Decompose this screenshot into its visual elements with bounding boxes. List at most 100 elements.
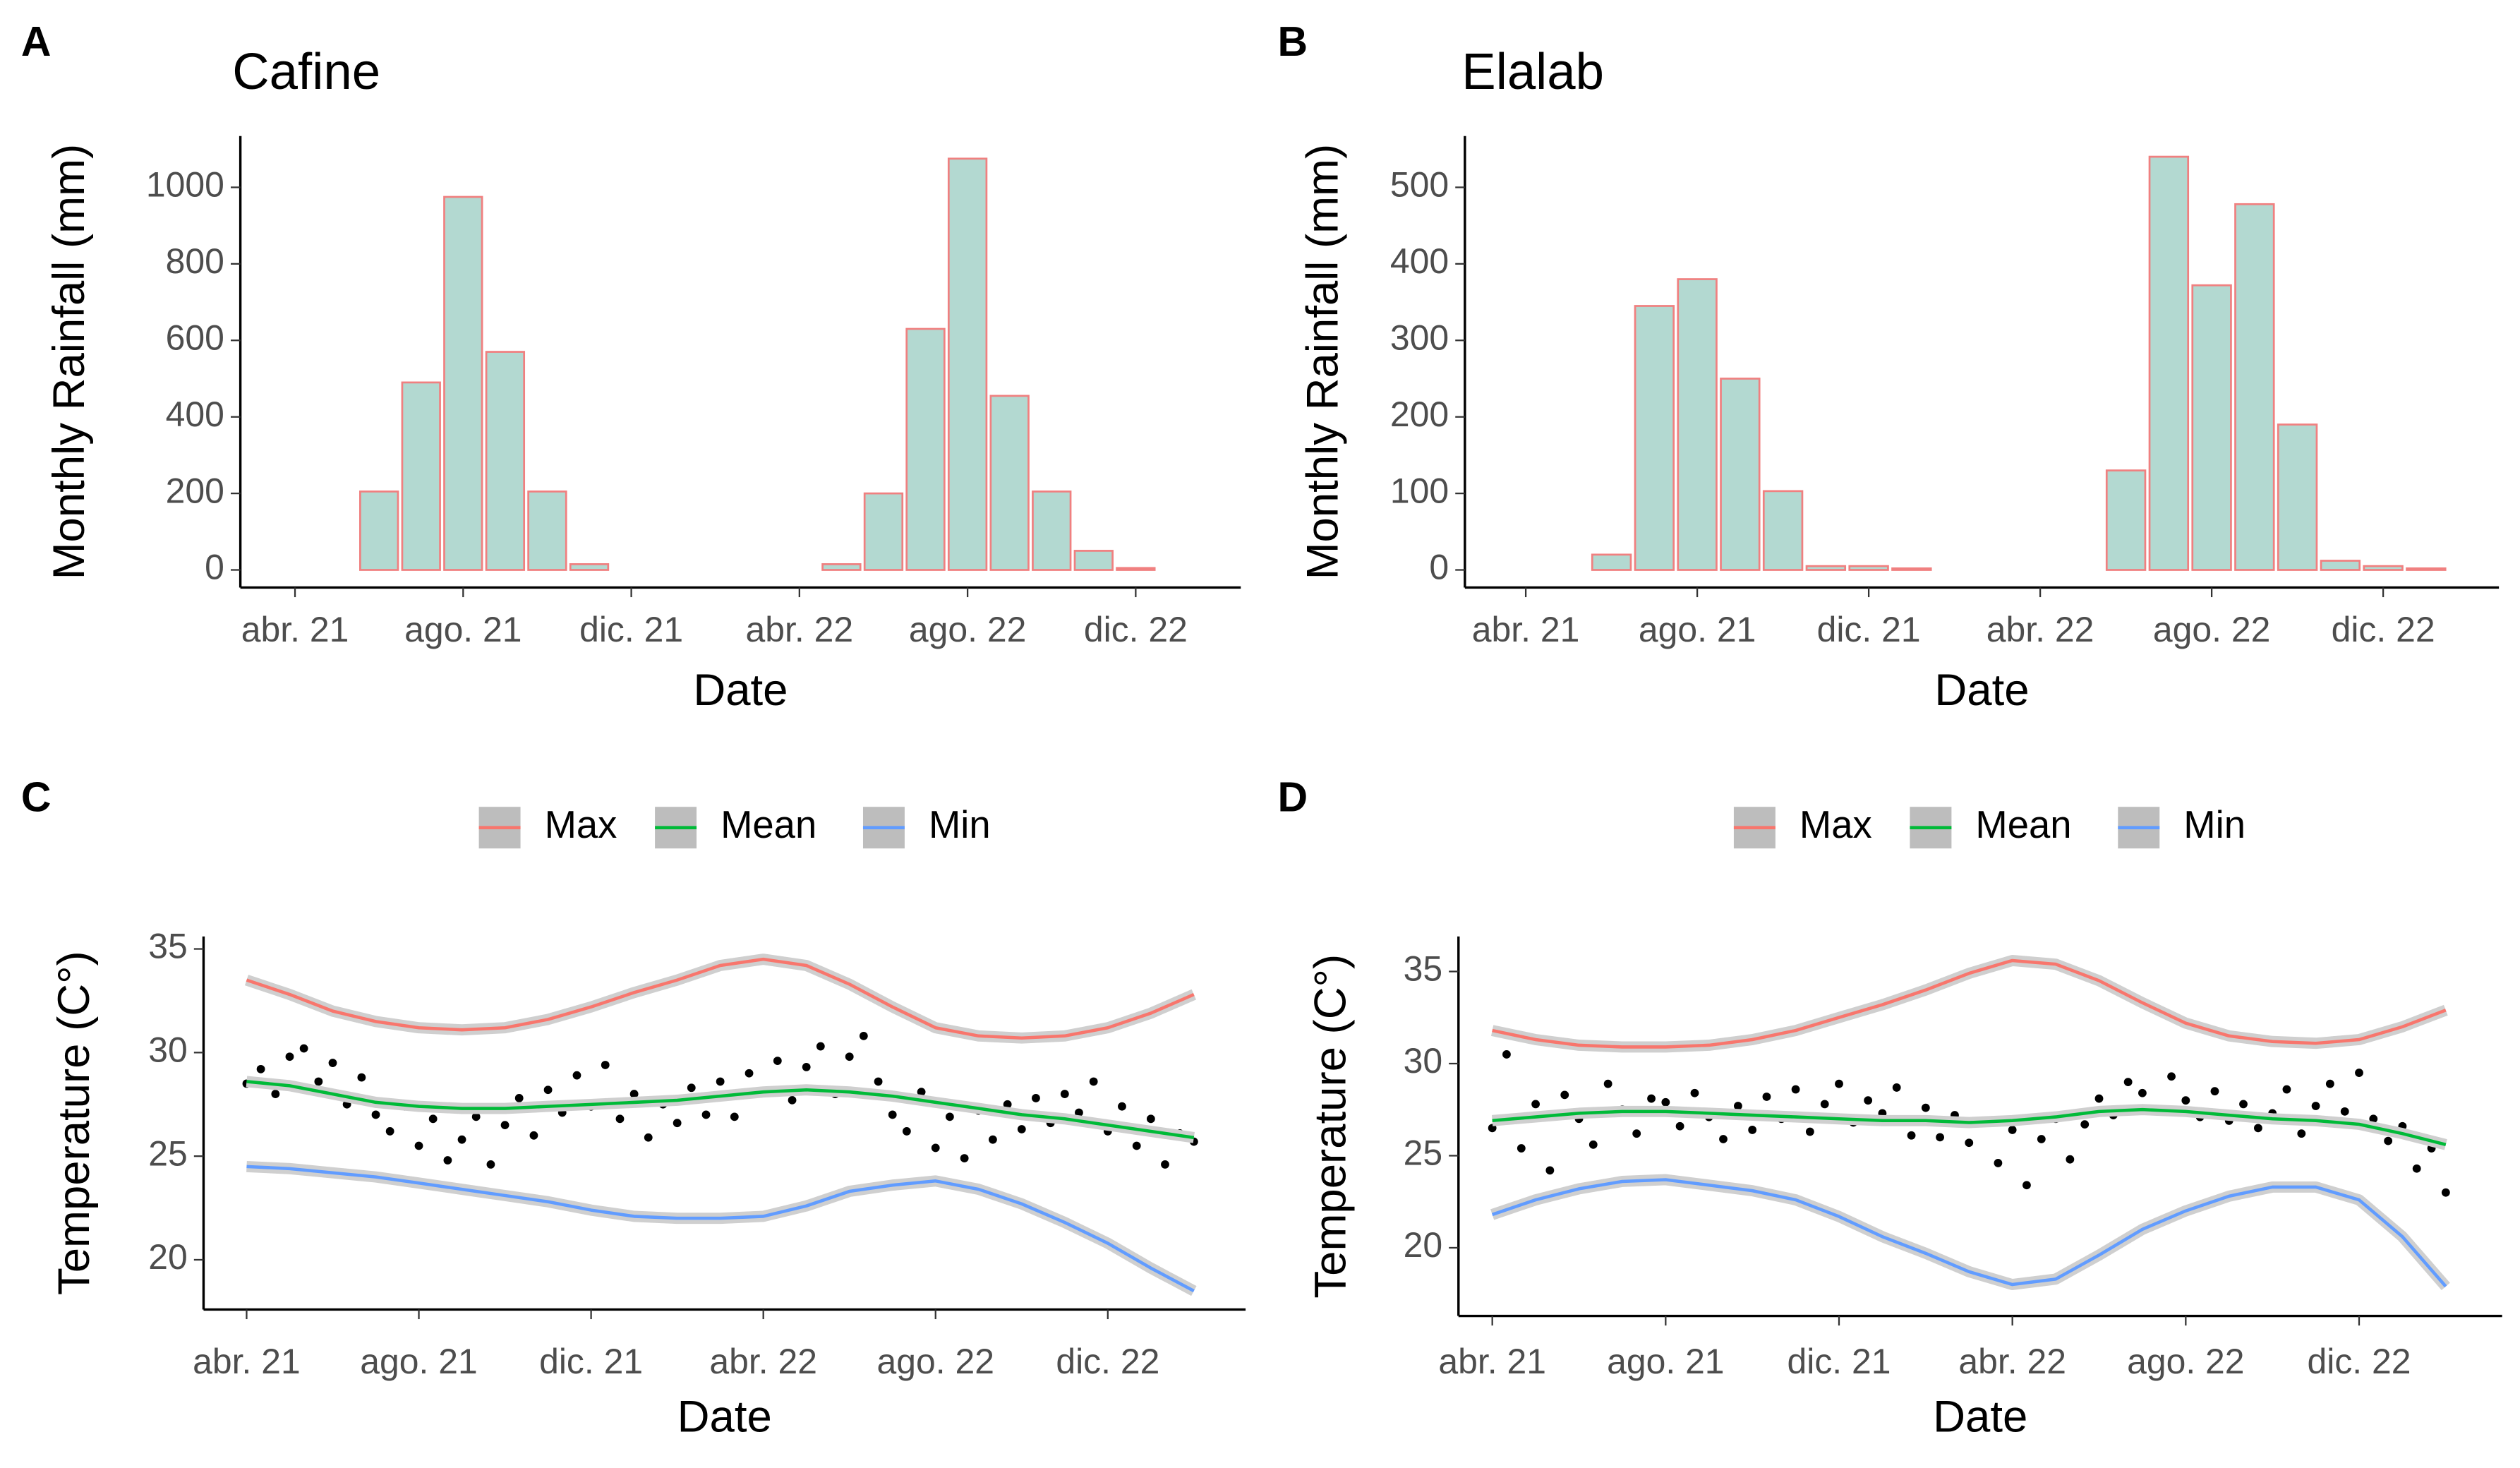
- y-tick-label: 0: [1429, 548, 1449, 587]
- x-tick-label: ago. 21: [1607, 1342, 1724, 1381]
- bar: [2406, 567, 2447, 571]
- bar: [1634, 305, 1675, 571]
- bar: [2105, 469, 2147, 571]
- point: [500, 1121, 510, 1130]
- point: [414, 1141, 423, 1150]
- point: [2282, 1085, 2291, 1094]
- x-tick-label: ago. 22: [877, 1342, 994, 1381]
- x-tick-label: abr. 22: [709, 1342, 817, 1381]
- y-tick-label: 35: [148, 927, 188, 966]
- point: [357, 1073, 366, 1082]
- x-tick-label: dic. 22: [1084, 610, 1188, 649]
- bar: [905, 327, 946, 571]
- point: [457, 1135, 466, 1144]
- point: [2167, 1072, 2176, 1081]
- point: [1632, 1129, 1641, 1138]
- point: [529, 1131, 538, 1140]
- bar: [863, 492, 904, 571]
- y-tick-label: 20: [148, 1237, 188, 1277]
- point: [1921, 1103, 1930, 1112]
- y-tick-label: 20: [1404, 1225, 1442, 1265]
- bar: [485, 351, 526, 571]
- bar: [1073, 550, 1114, 571]
- y-tick-label: 600: [166, 318, 224, 357]
- x-tick-label: abr. 21: [1438, 1342, 1546, 1381]
- x-tick-label: dic. 21: [579, 610, 683, 649]
- point: [1531, 1100, 1540, 1109]
- bar: [1677, 278, 1718, 571]
- y-tick-label: 25: [148, 1133, 188, 1173]
- point: [931, 1143, 940, 1153]
- point: [328, 1059, 337, 1067]
- point: [1017, 1125, 1026, 1133]
- y-tick-label: 800: [166, 241, 224, 281]
- bar: [527, 491, 567, 571]
- y-tick-label: 200: [166, 471, 224, 510]
- bar: [1032, 491, 1072, 571]
- bar: [569, 563, 610, 571]
- point: [1965, 1138, 1974, 1148]
- point: [1060, 1090, 1069, 1098]
- point: [256, 1064, 265, 1073]
- bar: [821, 563, 862, 571]
- line: [1491, 1178, 2447, 1288]
- point: [1936, 1133, 1944, 1142]
- point: [989, 1135, 997, 1144]
- x-tick-label: abr. 21: [1472, 610, 1580, 649]
- point: [2022, 1181, 2031, 1190]
- point: [1748, 1126, 1757, 1134]
- line-band: [244, 953, 1196, 1044]
- x-axis-title: Date: [1934, 666, 2029, 715]
- x-tick-label: abr. 21: [241, 610, 349, 649]
- y-tick-label: 0: [205, 548, 224, 587]
- point: [1864, 1096, 1873, 1105]
- y-tick-label: 25: [1404, 1133, 1442, 1173]
- y-tick-label: 500: [1390, 165, 1449, 205]
- x-tick-label: abr. 22: [1958, 1342, 2066, 1381]
- x-tick-label: abr. 22: [746, 610, 854, 649]
- y-axis-title: Monthly Rainfall (mm): [1298, 144, 1347, 579]
- point: [902, 1127, 911, 1136]
- bar: [2320, 560, 2361, 571]
- point: [385, 1127, 394, 1136]
- line: [246, 1080, 1195, 1140]
- point: [773, 1057, 782, 1066]
- point: [1647, 1094, 1656, 1103]
- point: [1675, 1121, 1684, 1131]
- bar: [2191, 284, 2232, 571]
- bar: [2363, 565, 2404, 571]
- x-tick-label: ago. 22: [909, 610, 1026, 649]
- point: [687, 1083, 696, 1093]
- point: [845, 1052, 854, 1061]
- y-tick-label: 400: [1390, 241, 1449, 281]
- chart-title: Cafine: [232, 43, 380, 100]
- point: [2181, 1096, 2190, 1105]
- y-tick-label: 400: [166, 395, 224, 434]
- point: [2066, 1155, 2075, 1164]
- point: [2340, 1107, 2349, 1116]
- bar: [1116, 567, 1156, 571]
- legend-label: Mean: [1975, 803, 2071, 846]
- point: [2094, 1094, 2104, 1103]
- point: [2123, 1078, 2133, 1086]
- bar: [2277, 423, 2318, 571]
- point: [1588, 1140, 1598, 1149]
- point: [285, 1052, 294, 1061]
- point: [2369, 1114, 2378, 1124]
- x-tick-label: abr. 21: [193, 1342, 301, 1381]
- point: [2254, 1124, 2262, 1133]
- point: [543, 1085, 553, 1095]
- x-tick-label: ago. 21: [360, 1342, 477, 1381]
- legend-label: Min: [929, 803, 991, 846]
- bar: [1848, 565, 1889, 571]
- point: [2311, 1102, 2320, 1110]
- x-tick-label: ago. 22: [2153, 610, 2270, 649]
- point: [299, 1044, 308, 1053]
- point: [271, 1090, 280, 1098]
- bar: [1591, 553, 1632, 571]
- point: [1762, 1093, 1771, 1101]
- bar: [1891, 567, 1932, 571]
- point: [1502, 1050, 1511, 1059]
- point: [1719, 1135, 1728, 1143]
